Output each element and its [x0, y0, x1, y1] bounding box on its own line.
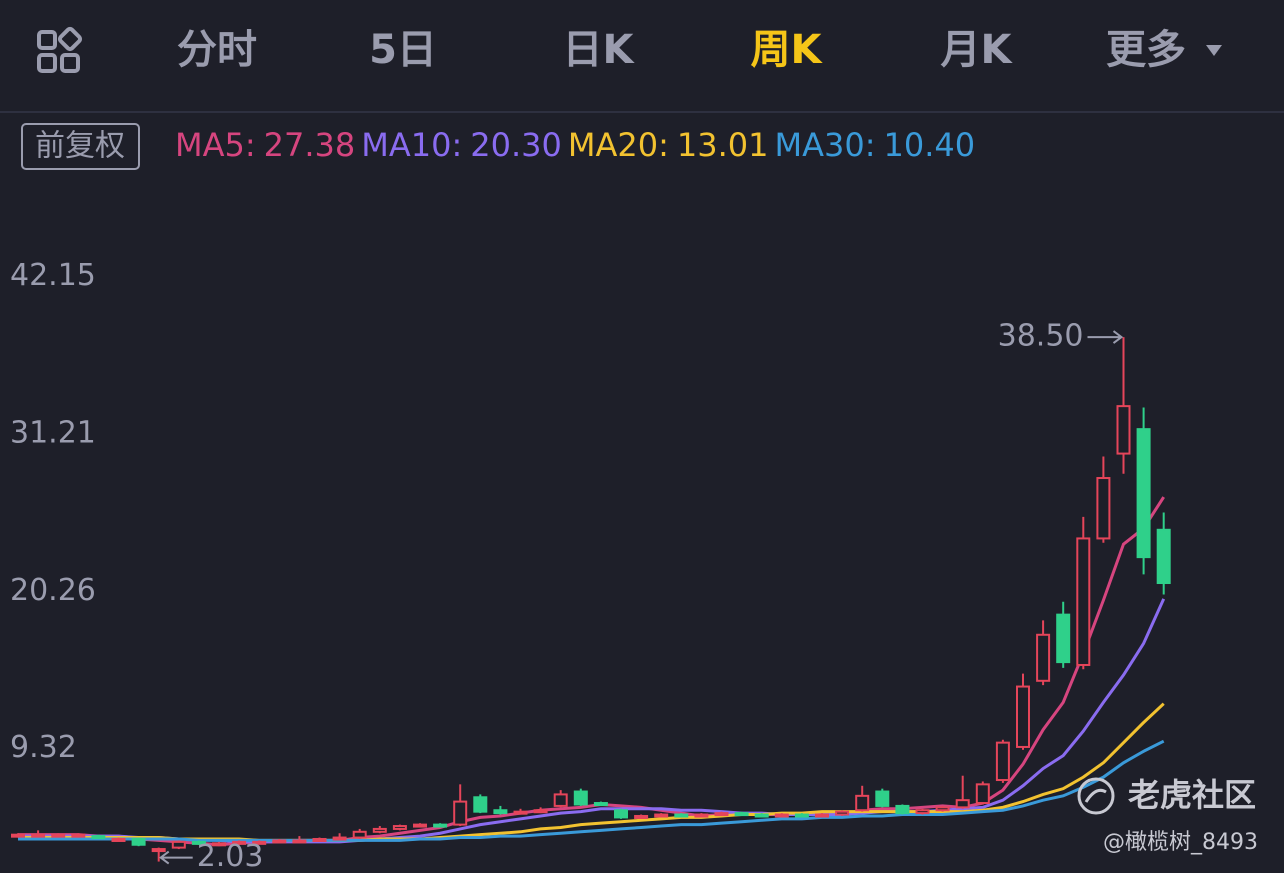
- candle-body: [573, 790, 588, 806]
- legend-name: MA5:: [175, 126, 256, 164]
- legend-entry: MA5: 27.38: [175, 126, 355, 164]
- candle-body: [593, 802, 608, 807]
- candle-body: [1056, 613, 1071, 664]
- legend-value: 10.40: [883, 126, 975, 164]
- y-tick-label: 31.21: [10, 415, 96, 450]
- candle-body: [191, 840, 206, 845]
- candle-body: [171, 840, 186, 849]
- candle-body: [131, 837, 146, 846]
- ma-line: [18, 496, 1165, 847]
- tab[interactable]: 5日: [369, 27, 437, 73]
- candle-body: [312, 837, 327, 842]
- legend-entry: MA20: 13.01: [568, 126, 769, 164]
- candle-body: [634, 814, 649, 819]
- legend-name: MA30:: [774, 126, 875, 164]
- candle-body: [614, 809, 628, 819]
- tab[interactable]: 日K: [563, 27, 636, 73]
- candle-body: [111, 837, 126, 842]
- candle-body: [553, 793, 568, 807]
- candle-body: [392, 825, 407, 830]
- tab[interactable]: 更多: [1106, 27, 1186, 73]
- y-tick-label: 42.15: [10, 258, 96, 293]
- y-tick-label: 20.26: [10, 573, 96, 608]
- tab[interactable]: 月K: [941, 27, 1014, 73]
- candle-body: [915, 809, 930, 815]
- candle-body: [754, 813, 769, 818]
- candle-body: [774, 813, 789, 818]
- candle-body: [995, 741, 1010, 782]
- candle-body: [895, 804, 910, 815]
- candle-body: [694, 813, 709, 818]
- legend-entry: MA10: 20.30: [361, 126, 562, 164]
- legend-value: 13.01: [677, 126, 769, 164]
- candle-body: [815, 813, 829, 818]
- legend-value: 27.38: [264, 126, 356, 164]
- candle-body: [151, 848, 166, 853]
- candle-body: [855, 794, 870, 812]
- credit: @橄榄树_8493: [1103, 830, 1258, 855]
- grid-icon[interactable]: [37, 26, 83, 73]
- candle-body: [1156, 528, 1171, 585]
- candle-body: [332, 836, 347, 841]
- candle-body: [1096, 477, 1111, 540]
- watermark: 老虎社区: [1128, 776, 1256, 814]
- candle-body: [473, 796, 488, 813]
- candle-body: [1116, 405, 1131, 455]
- min-label: 2.03: [197, 839, 264, 873]
- candle-body: [875, 790, 890, 807]
- candle-body: [1136, 428, 1151, 559]
- candle-body: [453, 800, 468, 826]
- dropdown-arrow[interactable]: [1206, 45, 1222, 56]
- candle-body: [352, 830, 367, 839]
- candle-body: [31, 833, 46, 838]
- candle-body: [1016, 685, 1030, 748]
- candle-body: [413, 823, 427, 828]
- candle-body: [433, 823, 448, 828]
- candle-body: [674, 813, 689, 818]
- candle-body: [71, 833, 86, 838]
- tab[interactable]: 周K: [751, 27, 824, 73]
- candle-body: [935, 806, 950, 812]
- legend-entry: MA30: 10.40: [774, 126, 975, 164]
- candle-body: [1076, 537, 1091, 666]
- candle-body: [794, 813, 809, 818]
- candle-body: [714, 812, 729, 817]
- ma-line: [18, 702, 1165, 842]
- ma-line: [18, 739, 1165, 842]
- legend-name: MA10:: [361, 126, 462, 164]
- tab[interactable]: 分时: [177, 27, 257, 73]
- candle-body: [252, 840, 267, 845]
- candle-body: [955, 799, 970, 809]
- candle-body: [493, 809, 508, 815]
- candle-body: [292, 839, 307, 844]
- candle-body: [51, 833, 66, 838]
- badge-box[interactable]: [21, 123, 140, 170]
- max-arrow: [1087, 330, 1124, 344]
- candle-body: [513, 810, 528, 815]
- candle-body: [372, 827, 387, 833]
- candle-body: [232, 840, 247, 845]
- candle-body: [212, 842, 226, 847]
- legend-value: 20.30: [470, 126, 562, 164]
- max-label: 38.50: [998, 319, 1084, 354]
- candle-body: [533, 809, 548, 814]
- badge[interactable]: 前复权: [35, 129, 125, 164]
- candle-body: [654, 813, 669, 818]
- candle-body: [272, 839, 287, 844]
- legend-name: MA20:: [568, 126, 669, 164]
- watermark-logo: [1077, 777, 1115, 815]
- candle-body: [835, 810, 850, 816]
- candle-body: [975, 783, 990, 805]
- candle-body: [1036, 633, 1051, 682]
- y-tick-label: 9.32: [10, 730, 77, 765]
- candle-body: [734, 812, 749, 817]
- candle-body: [11, 833, 25, 838]
- min-arrow: [159, 850, 193, 865]
- candle-body: [91, 835, 106, 840]
